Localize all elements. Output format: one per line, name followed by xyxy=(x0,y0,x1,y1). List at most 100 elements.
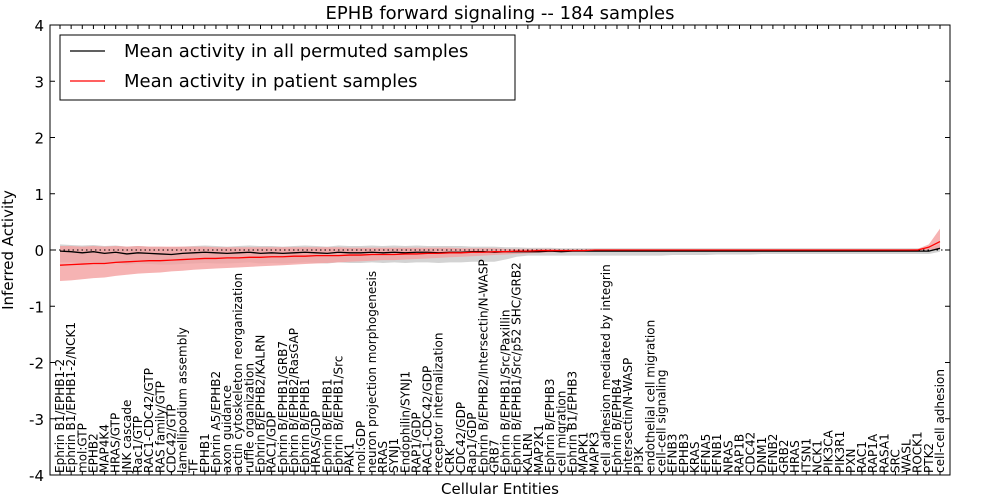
x-tick-label: HRAS/GDP xyxy=(309,410,323,473)
x-tick-label: Ephrin B/EPHB1 xyxy=(320,379,334,473)
patient-mean-line xyxy=(59,240,941,266)
x-tick-label: Ephrin B1/EPHB1-2 xyxy=(53,359,67,473)
x-tick-label: GRB2 xyxy=(777,439,791,473)
x-tick-label: Rap1/GDP xyxy=(465,413,479,474)
y-tick-label: 3 xyxy=(34,73,44,91)
x-tick-label: KRAS xyxy=(688,441,702,473)
y-axis-label: Inferred Activity xyxy=(0,190,17,310)
x-tick-label: mol:GTP xyxy=(75,423,89,473)
y-tick-label: -3 xyxy=(29,411,44,429)
x-tick-label: endothelial cell migration xyxy=(643,320,657,473)
x-tick-label: RAP1A xyxy=(866,433,880,473)
x-tick-label: Rac1/GTP xyxy=(131,416,145,473)
x-tick-label: RRAS xyxy=(376,441,390,473)
x-tick-label: RAC1-CDC42/GTP xyxy=(142,368,156,473)
x-tick-label: Ephrin B/EPHB4 xyxy=(610,379,624,473)
x-tick-label: Ephrin B/EPHB1 xyxy=(298,379,312,473)
y-tick-label: -1 xyxy=(29,298,44,316)
x-tick-label: axon guidance xyxy=(220,385,234,473)
y-tick-label: 1 xyxy=(34,186,44,204)
x-tick-label: DNM1 xyxy=(755,437,769,473)
x-tick-label: actin cytoskeleton reorganization xyxy=(231,273,245,473)
x-tick-label: EFNB1 xyxy=(710,434,724,473)
x-tick-label: Ephrin B/EPHB2/RasGAP xyxy=(287,328,301,473)
x-tick-label: cell-cell adhesion xyxy=(933,369,947,473)
x-tick-label: MAPK3 xyxy=(588,432,602,473)
x-tick-label: Ephrin B/EPHB1/Src/p52 SHC/GRB2 xyxy=(510,262,524,473)
x-tick-label: Ephrin A5/EPHB2 xyxy=(209,371,223,473)
x-tick-label: Ephrin B/EPHB2/Intersectin/N-WASP xyxy=(476,259,490,473)
x-tick-label: PI3K xyxy=(632,446,646,473)
x-tick-label: ITSN1 xyxy=(799,438,813,473)
x-tick-label: RAC1-CDC42/GDP xyxy=(421,366,435,473)
x-tick-label: HRAS xyxy=(788,440,802,473)
legend: Mean activity in all permuted samples Me… xyxy=(59,34,516,101)
x-tick-label: lamellipodium assembly xyxy=(176,327,190,473)
x-tick-label: EFNA5 xyxy=(699,434,713,473)
x-tick-label: RAS family/GTP xyxy=(153,381,167,473)
x-tick-label: RASA1 xyxy=(877,433,891,473)
chart-title: EPHB forward signaling -- 184 samples xyxy=(326,3,675,24)
x-tick-label: JNK cascade xyxy=(120,400,134,474)
y-tick-label: 0 xyxy=(34,242,44,260)
x-tick-label: cell migration xyxy=(554,391,568,473)
legend-label-patient: Mean activity in patient samples xyxy=(124,71,418,92)
x-tick-label: Ephrin B/EPHB3 xyxy=(543,379,557,473)
x-tick-label: EPHB3 xyxy=(677,433,691,473)
x-tick-label: receptor internalization xyxy=(432,333,446,473)
x-tick-label: CDC42/GTP xyxy=(164,404,178,473)
x-axis-label: Cellular Entities xyxy=(441,480,559,498)
x-tick-label: PTK2 xyxy=(922,443,936,473)
x-tick-label: Endophilin/SYNJ1 xyxy=(398,371,412,473)
x-tick-label: MAP4K4 xyxy=(98,424,112,473)
x-tick-label: mol:GDP xyxy=(354,421,368,473)
x-tick-label: NRAS xyxy=(721,440,735,473)
x-tick-label: PAK1 xyxy=(343,443,357,473)
y-axis: -4 -3 -2 -1 0 1 2 3 4 xyxy=(29,17,950,485)
x-tick-label: Ephrin B/EPHB1/Src xyxy=(331,356,345,473)
x-tick-label: RAP1B xyxy=(732,434,746,473)
x-tick-label: CDC42/GDP xyxy=(454,402,468,473)
x-tick-label: CDC42 xyxy=(744,432,758,473)
x-tick-label: Ephrin B1/EPHB1-2/NCK1 xyxy=(64,322,78,473)
x-tick-label: TF xyxy=(187,459,201,474)
y-tick-label: -2 xyxy=(29,355,44,373)
x-tick-label: Ephrin B/EPHB2/KALRN xyxy=(254,335,268,473)
y-tick-label: 2 xyxy=(34,130,44,148)
x-tick-label: cell adhesion mediated by integrin xyxy=(599,264,613,473)
x-tick-label: ruffle organization xyxy=(242,363,256,473)
y-tick-label: -4 xyxy=(29,467,44,485)
x-tick-label: EFNB3 xyxy=(666,434,680,473)
x-tick-label: RAP1/GDP xyxy=(409,412,423,473)
x-tick-label: ROCK1 xyxy=(911,431,925,473)
x-tick-label: EFNB2 xyxy=(766,434,780,473)
x-tick-label: MAPK1 xyxy=(577,432,591,473)
x-tick-label: RAC1/GDP xyxy=(265,411,279,473)
x-tick-label: Ephrin B/EPHB1/GRB7 xyxy=(276,341,290,473)
legend-box xyxy=(59,34,516,101)
x-tick-label: EPHB1 xyxy=(198,433,212,473)
x-tick-label: NCK1 xyxy=(810,440,824,473)
y-tick-label: 4 xyxy=(34,17,44,35)
x-tick-label: neuron projection morphogenesis xyxy=(365,271,379,473)
x-tick-label: EPHB2 xyxy=(86,433,100,473)
x-tick-label: KALRN xyxy=(521,433,535,473)
x-tick-label: WASL xyxy=(900,439,914,473)
patient-band xyxy=(60,228,940,281)
x-tick-label: SRC xyxy=(888,449,902,473)
legend-label-permuted: Mean activity in all permuted samples xyxy=(124,41,468,62)
x-tick-label: CRK xyxy=(443,447,457,473)
x-tick-label: PIK3CA xyxy=(822,429,836,473)
x-tick-label: SYNJ1 xyxy=(387,438,401,473)
plot-area xyxy=(50,228,950,281)
x-tick-label: cell-cell signaling xyxy=(655,370,669,474)
x-tick-label: Ephrin B1/EPHB3 xyxy=(565,371,579,473)
x-tick-label: HRAS/GTP xyxy=(109,413,123,473)
x-tick-label: PIK3R1 xyxy=(833,431,847,473)
x-tick-label: Ephrin B/EPHB1/Src/Paxillin xyxy=(499,309,513,473)
x-tick-label: RAC1 xyxy=(855,441,869,473)
x-tick-label: GRB7 xyxy=(487,439,501,473)
x-tick-label: MAP2K1 xyxy=(532,424,546,473)
